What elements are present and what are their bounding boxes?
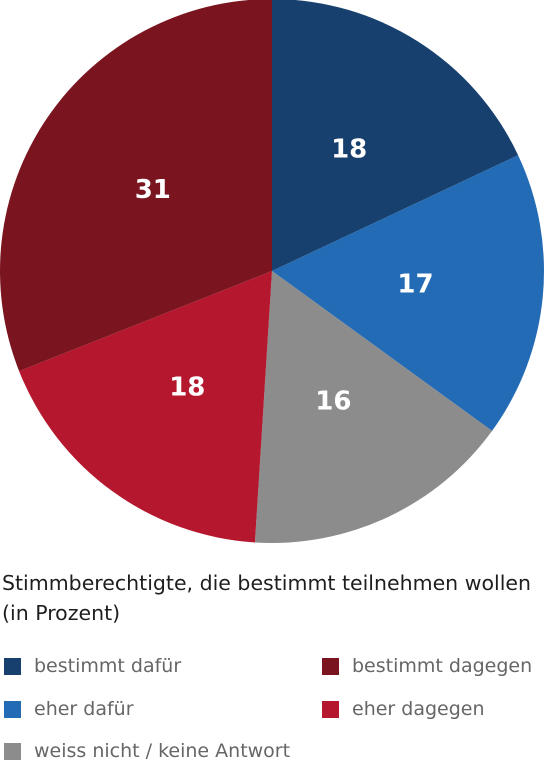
pie-slice-4 bbox=[0, 0, 272, 372]
slice-value-label-0: 18 bbox=[331, 134, 367, 164]
slice-value-label-3: 18 bbox=[169, 373, 205, 403]
legend-label: weiss nicht / keine Antwort bbox=[34, 740, 291, 762]
pie-slice-2 bbox=[254, 271, 493, 543]
legend-swatch bbox=[322, 657, 339, 675]
legend-item-weiss-nicht: weiss nicht / keine Antwort bbox=[4, 739, 290, 763]
legend-label: bestimmt dafür bbox=[34, 655, 182, 677]
pie-slice-3 bbox=[19, 271, 272, 543]
legend-item-bestimmt-dafuer: bestimmt dafür bbox=[4, 654, 181, 678]
legend-swatch bbox=[4, 742, 21, 760]
legend-label: bestimmt dagegen bbox=[352, 655, 533, 677]
legend-label: eher dafür bbox=[34, 698, 134, 720]
legend-swatch bbox=[4, 700, 21, 718]
pie-slice-1 bbox=[272, 155, 544, 431]
legend-swatch bbox=[4, 657, 21, 675]
slice-value-label-1: 17 bbox=[397, 270, 433, 300]
pie-chart: 18 17 16 18 31 bbox=[0, 0, 544, 543]
legend-label: eher dagegen bbox=[352, 698, 485, 720]
pie-slice-0 bbox=[272, 0, 519, 271]
slice-value-label-2: 16 bbox=[315, 386, 351, 416]
slice-value-label-4: 31 bbox=[135, 175, 171, 205]
legend-swatch bbox=[322, 700, 339, 718]
legend-item-bestimmt-dagegen: bestimmt dagegen bbox=[322, 654, 532, 678]
legend-item-eher-dagegen: eher dagegen bbox=[322, 697, 485, 721]
chart-title: Stimmberechtigte, die bestimmt teilnehme… bbox=[2, 571, 531, 625]
legend-item-eher-dafuer: eher dafür bbox=[4, 697, 134, 721]
